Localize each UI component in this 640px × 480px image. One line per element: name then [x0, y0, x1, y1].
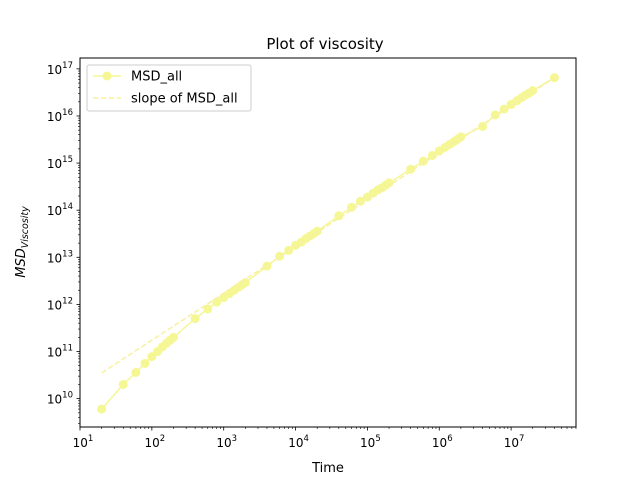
- y-tick-label: 1010: [47, 391, 73, 407]
- y-axis-label: MSDViscosity: [14, 206, 31, 278]
- legend-box: [86, 64, 252, 112]
- msd-all-point: [478, 121, 488, 131]
- msd-all-point: [418, 156, 428, 166]
- x-tick-label: 107: [504, 434, 525, 450]
- msd-all-point: [427, 150, 437, 160]
- msd-all-point: [203, 304, 213, 314]
- legend-marker-msd-all: [102, 71, 112, 81]
- x-tick-label: 101: [73, 434, 94, 450]
- msd-all-point: [456, 132, 466, 142]
- legend-label-slope: slope of MSD_all: [131, 92, 238, 107]
- msd-all-point: [118, 379, 128, 389]
- plot-frame: [79, 57, 577, 428]
- msd-all-point: [528, 86, 538, 96]
- msd-all-point: [131, 367, 141, 377]
- y-tick-label: 1017: [47, 61, 73, 77]
- x-axis-label: Time: [311, 461, 344, 476]
- msd-all-point: [346, 202, 356, 212]
- y-axis-label-main: MSD: [14, 248, 29, 277]
- y-axis-label-subscript: Viscosity: [20, 206, 31, 248]
- y-tick-label: 1013: [47, 249, 73, 265]
- x-tick-label: 105: [360, 434, 381, 450]
- msd-all-point: [384, 178, 394, 188]
- x-tick-label: 103: [216, 434, 237, 450]
- y-tick-label: 1015: [47, 155, 73, 171]
- msd-all-point: [190, 314, 200, 324]
- legend-label-msd-all: MSD_all: [131, 70, 182, 85]
- x-tick-label: 102: [145, 434, 166, 450]
- msd-all-point: [168, 332, 178, 342]
- msd-all-point: [140, 358, 150, 368]
- msd-all-point: [406, 164, 416, 174]
- y-tick-label: 1012: [47, 296, 73, 312]
- y-tick-label: 1011: [47, 344, 73, 360]
- msd-all-point: [334, 211, 344, 221]
- x-tick-label: 104: [288, 434, 309, 450]
- y-tick-label: 1014: [47, 202, 73, 218]
- y-tick-label: 1016: [47, 108, 73, 124]
- chart-title: Plot of viscosity: [266, 35, 383, 53]
- slope-line: [101, 77, 555, 374]
- msd-all-point: [97, 404, 107, 414]
- x-tick-label: 106: [432, 434, 453, 450]
- msd-all-point: [240, 278, 250, 288]
- legend: MSD_all slope of MSD_all: [86, 64, 252, 112]
